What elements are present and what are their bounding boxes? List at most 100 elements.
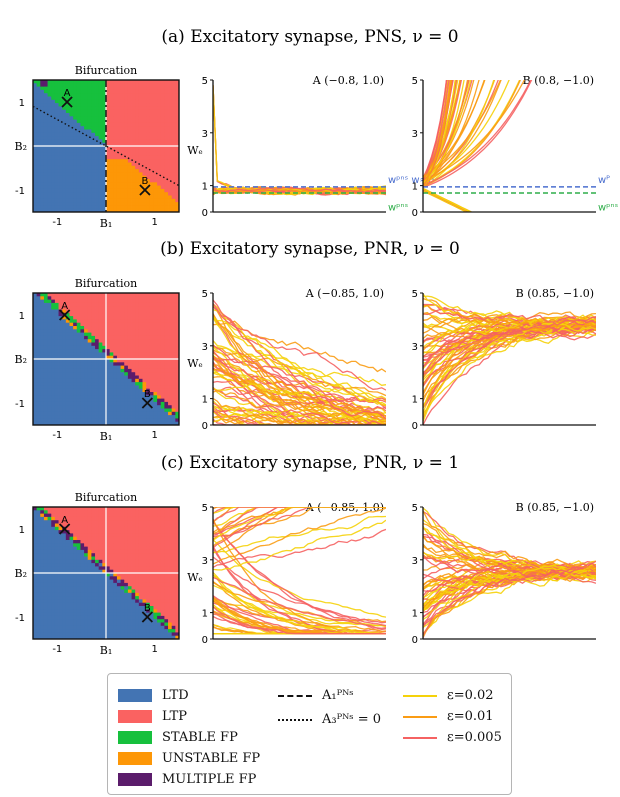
heatmap-cell xyxy=(76,536,81,541)
heatmap-cell xyxy=(127,546,132,551)
heatmap-cell xyxy=(98,507,103,511)
heatmap-cell xyxy=(40,329,45,333)
heatmap-cell xyxy=(36,342,41,347)
heatmap-cell xyxy=(106,293,111,297)
heatmap-cell xyxy=(138,540,143,544)
heatmap-cell xyxy=(80,401,85,406)
heatmap-cell xyxy=(98,576,103,580)
heatmap-cell xyxy=(40,136,45,140)
heatmap-cell xyxy=(87,553,92,557)
heatmap-cell xyxy=(58,576,63,580)
heatmap-cell xyxy=(84,405,89,409)
heatmap-cell xyxy=(54,421,59,426)
heatmap-cell xyxy=(69,392,74,396)
heatmap-cell xyxy=(113,165,118,170)
heatmap-cell xyxy=(102,546,107,551)
heatmap-cell xyxy=(69,80,74,84)
heatmap-cell xyxy=(149,549,154,554)
heatmap-cell xyxy=(80,142,85,147)
heatmap-cell xyxy=(36,372,41,376)
heatmap-cell xyxy=(58,596,63,600)
heatmap-cell xyxy=(40,516,45,521)
heatmap-cell xyxy=(131,109,136,114)
heatmap-cell xyxy=(135,169,140,173)
heatmap-cell xyxy=(168,418,173,423)
heatmap-cell xyxy=(171,375,176,380)
heatmap-cell xyxy=(36,355,41,360)
heatmap-cell xyxy=(80,103,85,107)
heatmap-cell xyxy=(131,99,136,104)
heatmap-cell xyxy=(171,411,176,416)
heatmap-cell xyxy=(98,536,103,541)
heatmap-cell xyxy=(102,392,107,396)
heatmap-cell xyxy=(149,99,154,104)
heatmap-cell xyxy=(146,382,151,386)
heatmap-cell xyxy=(47,368,52,373)
heatmap-cell xyxy=(120,523,125,528)
heatmap-cell xyxy=(164,293,169,297)
heatmap-cell xyxy=(54,385,59,390)
heatmap-cell xyxy=(80,576,85,580)
heatmap-cell xyxy=(131,408,136,413)
heatmap-cell xyxy=(106,175,111,180)
series-line xyxy=(423,190,468,212)
heatmap-cell xyxy=(47,375,52,380)
heatmap-cell xyxy=(106,83,111,87)
heatmap-cell xyxy=(157,355,162,360)
heatmap-cell xyxy=(91,139,96,144)
heatmap-cell xyxy=(164,192,169,196)
heatmap-cell xyxy=(33,83,38,87)
heatmap-cell xyxy=(102,146,107,150)
heatmap-cell xyxy=(76,622,81,627)
heatmap-cell xyxy=(175,415,180,419)
heatmap-cell xyxy=(146,388,151,393)
heatmap-cell xyxy=(51,540,56,544)
heatmap-cell xyxy=(80,563,85,567)
heatmap-cell xyxy=(58,113,63,117)
heatmap-cell xyxy=(76,179,81,183)
heatmap-cell xyxy=(43,375,48,380)
heatmap-cell xyxy=(91,513,96,518)
heatmap-cell xyxy=(116,635,121,640)
heatmap-cell xyxy=(120,80,125,84)
heatmap-cell xyxy=(120,602,125,607)
heatmap-cell xyxy=(73,99,78,104)
heatmap-cell xyxy=(65,109,70,114)
heatmap-cell xyxy=(127,615,132,620)
heatmap-cell xyxy=(58,306,63,310)
heatmap-cell xyxy=(80,122,85,127)
heatmap-cell xyxy=(168,543,173,547)
heatmap-cell xyxy=(51,142,56,147)
heatmap-cell xyxy=(69,510,74,514)
heatmap-cell xyxy=(106,296,111,300)
heatmap-cell xyxy=(102,382,107,386)
heatmap-cell xyxy=(120,612,125,617)
heatmap-cell xyxy=(80,316,85,320)
heatmap-cell xyxy=(80,526,85,531)
heatmap-cell xyxy=(113,159,118,163)
heatmap-cell xyxy=(102,339,107,343)
heatmap-cell xyxy=(131,169,136,173)
heatmap-cell xyxy=(127,612,132,617)
heatmap-cell xyxy=(138,106,143,111)
heatmap-cell xyxy=(142,549,147,554)
heatmap-cell xyxy=(33,569,38,574)
heatmap-cell xyxy=(160,159,165,163)
heatmap-cell xyxy=(33,99,38,104)
heatmap-cell xyxy=(127,563,132,567)
heatmap-cell xyxy=(76,122,81,127)
heatmap-cell xyxy=(131,563,136,567)
heatmap-cell xyxy=(171,355,176,360)
heatmap-cell xyxy=(164,165,169,170)
heatmap-cell xyxy=(116,86,121,91)
heatmap-cell xyxy=(175,401,180,406)
heatmap-cell xyxy=(138,93,143,97)
heatmap-cell xyxy=(87,162,92,167)
heatmap-cell xyxy=(120,635,125,640)
heatmap-cell xyxy=(54,625,59,630)
heatmap-cell xyxy=(157,411,162,416)
heatmap-cell xyxy=(51,116,56,120)
heatmap-cell xyxy=(54,415,59,419)
heatmap-cell xyxy=(33,526,38,531)
